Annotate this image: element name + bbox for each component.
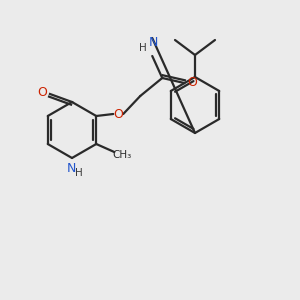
Text: N: N — [66, 163, 76, 176]
Text: O: O — [37, 85, 47, 98]
Text: H: H — [75, 168, 83, 178]
Text: CH₃: CH₃ — [112, 150, 132, 160]
Text: N: N — [148, 35, 158, 49]
Text: H: H — [140, 43, 147, 53]
Text: O: O — [187, 76, 197, 89]
Text: O: O — [113, 107, 123, 121]
